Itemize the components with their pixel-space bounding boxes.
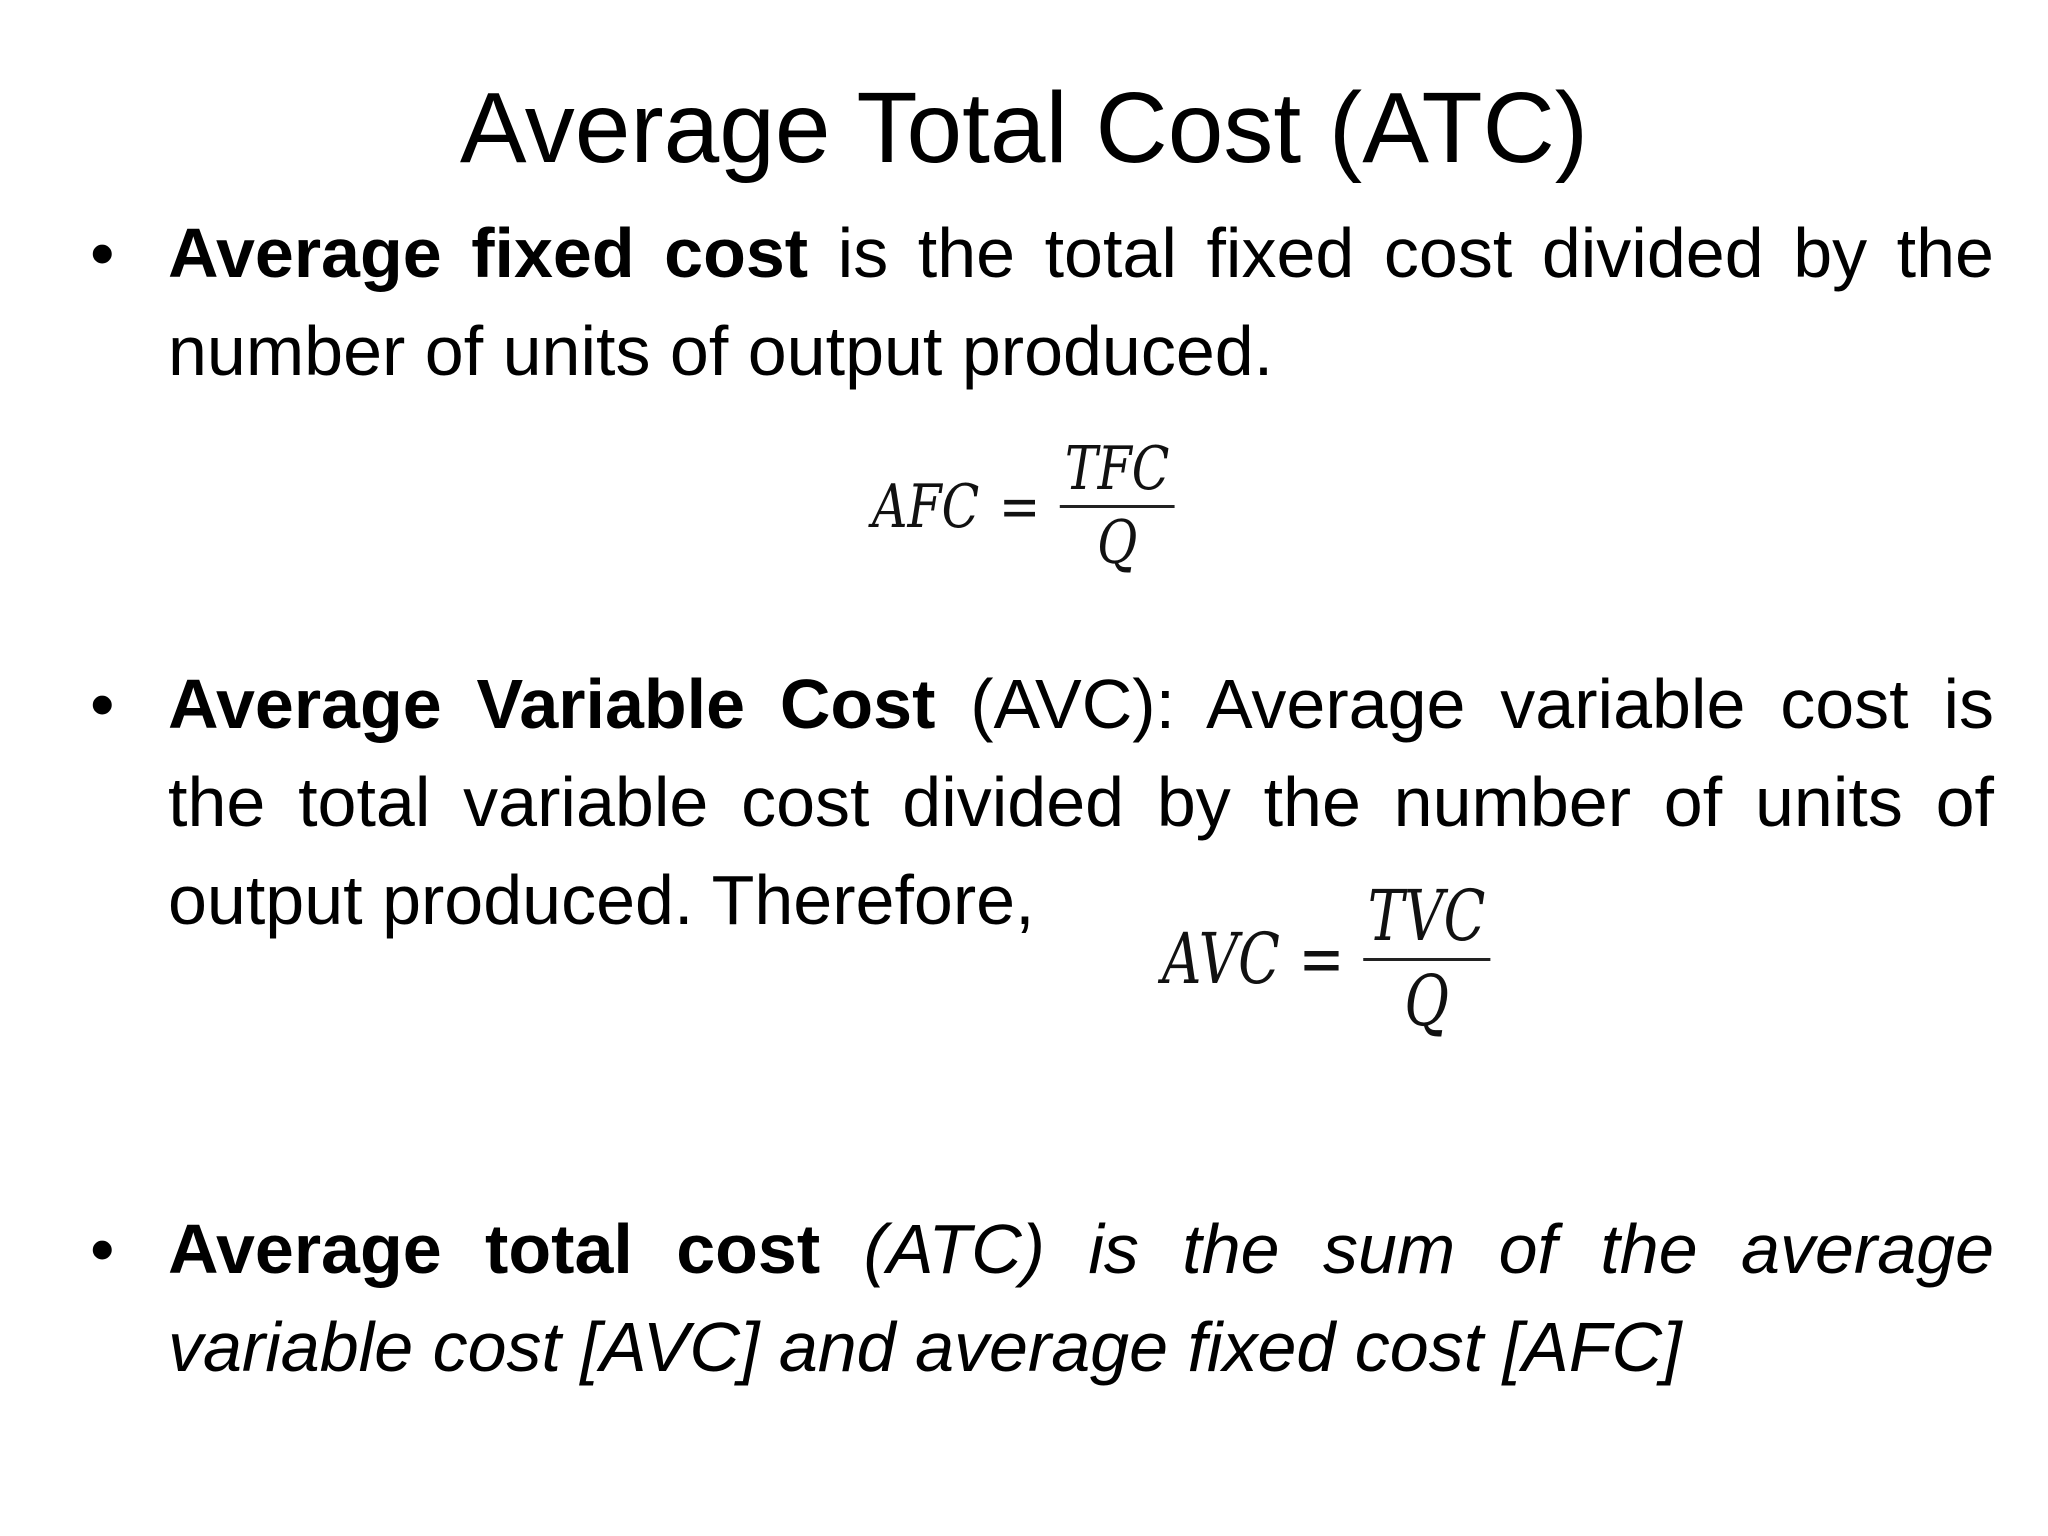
formula-avc-denominator: Q xyxy=(1404,959,1449,1042)
formula-afc-denominator: Q xyxy=(1096,508,1138,578)
fraction-bar xyxy=(1059,505,1175,508)
formula-avc-lhs: AVC xyxy=(1162,918,1280,1000)
formula-afc-equals: = xyxy=(998,471,1041,542)
formula-avc-fraction: TVC Q xyxy=(1363,875,1491,1042)
slide-title: Average Total Cost (ATC) xyxy=(459,72,1589,184)
term-average-total-cost: Average total cost xyxy=(168,1210,821,1288)
bullet-point-icon: • xyxy=(90,1210,115,1288)
term-average-variable-cost: Average Variable Cost xyxy=(168,665,936,743)
definition-average-variable-cost: (AVC): Average variable cost is the tota… xyxy=(168,665,1995,939)
bullet-average-fixed-cost: • Average fixed cost is the total fixed … xyxy=(90,204,1994,400)
formula-afc: AFC = TFC Q xyxy=(872,434,1175,578)
formula-afc-lhs: AFC xyxy=(872,471,980,542)
definition-average-total-cost: (ATC) is the sum of the average variable… xyxy=(168,1210,1994,1386)
bullet-average-total-cost: • Average total cost (ATC) is the sum of… xyxy=(90,1200,1994,1396)
formula-avc-numerator: TVC xyxy=(1367,875,1486,957)
bullet-average-variable-cost: • Average Variable Cost (AVC): Average v… xyxy=(90,655,1995,949)
fraction-bar xyxy=(1363,957,1491,961)
bullet-point-icon: • xyxy=(90,665,115,743)
formula-afc-fraction: TFC Q xyxy=(1059,434,1175,578)
term-average-fixed-cost: Average fixed cost xyxy=(168,214,809,292)
definition-average-fixed-cost: is the total fixed cost divided by the n… xyxy=(168,214,1994,390)
formula-afc-numerator: TFC xyxy=(1064,434,1170,504)
bullet-point-icon: • xyxy=(90,214,115,292)
formula-avc-equals: = xyxy=(1298,918,1345,1000)
formula-avc: AVC = TVC Q xyxy=(1162,875,1491,1042)
